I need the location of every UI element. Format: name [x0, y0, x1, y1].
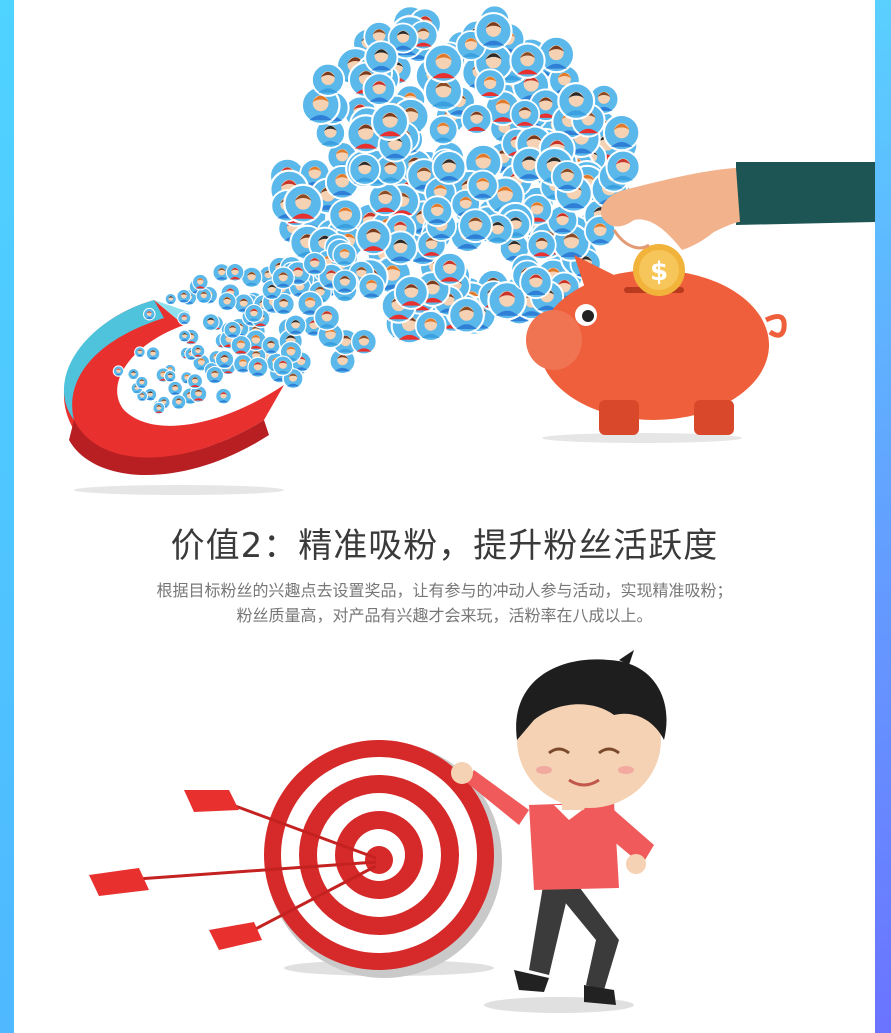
- fan-avatar-icon: [135, 375, 149, 390]
- dart-arrows-icon: [89, 790, 377, 950]
- svg-text:$: $: [650, 257, 668, 287]
- dollar-coin-icon: $: [633, 244, 685, 296]
- fan-avatar-icon: [314, 117, 346, 149]
- fan-avatar-icon: [328, 198, 363, 233]
- fan-avatar-icon: [225, 263, 245, 282]
- fan-avatar-icon: [163, 370, 177, 383]
- fan-avatar-icon: [164, 292, 177, 306]
- fan-avatar-icon: [367, 181, 403, 217]
- fan-avatar-icon: [362, 72, 397, 106]
- fan-avatar-icon: [272, 292, 295, 316]
- fan-avatar-icon: [247, 356, 269, 378]
- fan-avatar-icon: [187, 373, 203, 390]
- fan-avatar-icon: [509, 99, 541, 130]
- description-line-1: 根据目标粉丝的兴趣点去设置奖品，让有参与的冲动人参与活动，实现精准吸粉；: [156, 581, 733, 600]
- fan-avatar-icon: [217, 292, 237, 312]
- magnet-attracting-fans-illustration: $: [63, 4, 875, 495]
- fan-avatar-icon: [143, 307, 156, 321]
- fan-avatar-icon: [176, 288, 192, 304]
- left-gradient-edge: [0, 0, 14, 1033]
- fan-avatar-icon: [134, 346, 146, 358]
- fan-avatar-icon: [178, 329, 192, 343]
- fan-avatar-icon: [355, 219, 392, 256]
- fan-avatar-icon: [177, 311, 192, 326]
- fan-avatar-icon: [423, 43, 464, 84]
- fan-avatar-icon: [350, 328, 378, 355]
- fan-avatar-icon: [171, 394, 187, 410]
- fan-avatar-icon: [370, 102, 410, 141]
- fan-avatar-icon: [212, 263, 232, 282]
- smiling-boy-icon: [451, 650, 667, 1005]
- description-line-2: 粉丝质量高，对产品有兴趣才会来玩，活粉率在八成以上。: [236, 606, 653, 625]
- right-gradient-edge: [875, 0, 891, 1033]
- fan-avatar-icon: [421, 195, 454, 228]
- fan-avatar-icon: [487, 281, 527, 321]
- fan-avatar-icon: [414, 310, 447, 342]
- piggy-bank-icon: [526, 255, 787, 435]
- section-title: 价值2：精准吸粉，提升粉丝活跃度: [170, 526, 719, 566]
- fan-avatar-icon: [190, 343, 206, 359]
- fan-avatar-icon: [310, 62, 346, 97]
- fan-avatar-icon: [214, 349, 235, 370]
- fan-avatar-icon: [195, 287, 212, 304]
- fan-avatar-icon: [583, 214, 617, 248]
- fan-avatar-icon: [313, 304, 341, 331]
- target-board-icon: [264, 740, 502, 978]
- fan-avatar-icon: [192, 273, 209, 291]
- fan-avatar-icon: [189, 385, 208, 403]
- fan-avatar-icon: [364, 40, 399, 75]
- fan-avatar-icon: [205, 365, 224, 385]
- fan-avatar-cloud: [112, 4, 641, 415]
- hand-inserting-coin-icon: [600, 162, 875, 250]
- fan-avatar-icon: [432, 251, 467, 286]
- fan-avatar-icon: [557, 82, 596, 121]
- fan-avatar-icon: [332, 242, 357, 268]
- fan-avatar-icon: [283, 183, 324, 224]
- magnet-shadow: [74, 485, 284, 495]
- fan-avatar-icon: [332, 269, 358, 295]
- fan-avatar-icon: [550, 160, 584, 194]
- content-panel: $ 价值2：精准吸粉，提升粉丝活跃度 根据目标粉丝的兴趣点去设置奖品，让有参与的…: [14, 0, 875, 1033]
- fan-avatar-icon: [167, 380, 183, 397]
- fan-avatar-icon: [261, 335, 281, 355]
- fan-avatar-icon: [271, 266, 295, 290]
- fan-avatar-icon: [302, 251, 327, 276]
- fan-avatar-icon: [458, 208, 493, 244]
- fan-avatar-icon: [526, 230, 557, 260]
- fan-avatar-icon: [537, 35, 576, 74]
- fan-avatar-icon: [284, 314, 307, 337]
- fan-avatar-icon: [223, 320, 242, 339]
- fan-avatar-icon: [474, 68, 506, 100]
- fan-avatar-icon: [387, 22, 419, 54]
- fan-avatar-icon: [357, 272, 386, 301]
- fan-avatar-icon: [393, 275, 429, 310]
- fan-avatar-icon: [602, 113, 641, 152]
- target-darts-boy-illustration: [89, 650, 667, 1013]
- fan-avatar-icon: [460, 103, 493, 135]
- fan-avatar-icon: [112, 365, 125, 377]
- fan-avatar-icon: [466, 169, 499, 202]
- fan-avatar-icon: [145, 346, 161, 361]
- fan-avatar-icon: [509, 42, 546, 79]
- fan-avatar-icon: [215, 387, 232, 405]
- section-description: 根据目标粉丝的兴趣点去设置奖品，让有参与的冲动人参与活动，实现精准吸粉； 粉丝质…: [14, 578, 875, 628]
- fan-avatar-icon: [423, 71, 464, 112]
- fan-avatar-icon: [240, 266, 263, 288]
- fan-avatar-icon: [127, 368, 140, 381]
- fan-avatar-icon: [272, 355, 294, 376]
- fan-avatar-icon: [519, 265, 553, 300]
- fan-avatar-icon: [605, 149, 641, 185]
- pig-shadow: [542, 433, 742, 443]
- fan-avatar-icon: [201, 313, 220, 331]
- fan-avatar-icon: [244, 303, 264, 323]
- fan-avatar-icon: [431, 150, 467, 185]
- fan-avatar-icon: [474, 11, 513, 51]
- fan-avatar-icon: [448, 296, 485, 334]
- fan-avatar-icon: [348, 153, 381, 186]
- fan-avatar-icon: [383, 230, 418, 266]
- fan-avatar-icon: [427, 114, 459, 146]
- fan-avatar-icon: [152, 401, 166, 415]
